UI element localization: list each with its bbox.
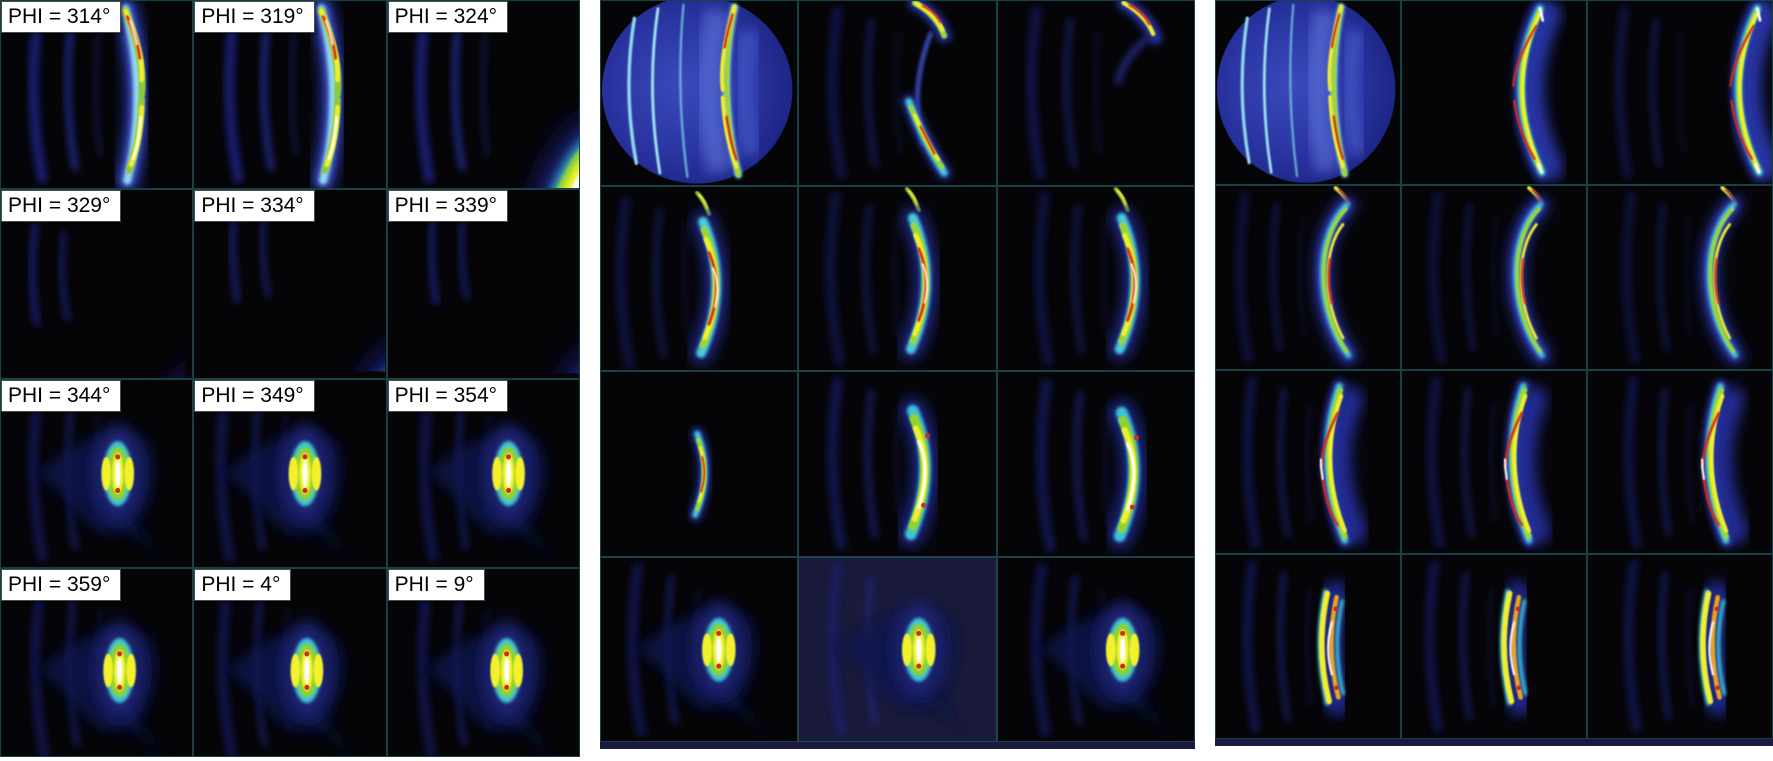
s-arc-pattern: [1588, 186, 1772, 369]
phi-angle-label: PHI = 349°: [194, 379, 315, 412]
pattern-cell-right-r1c2: [1401, 0, 1587, 185]
pattern-cell-right-r2c3: [1587, 184, 1773, 370]
panel-bottom-strip: [1215, 739, 1773, 746]
pattern-cell-right-r4c1: [1215, 554, 1401, 739]
crescent-blob-pattern: [998, 372, 1194, 556]
c-arc-faint-pattern: [1588, 1, 1772, 184]
c-arc-bright-pattern: [1402, 1, 1586, 184]
pattern-cell-left-r4c2: PHI = 4°: [193, 567, 387, 757]
frame-grid: [600, 0, 1195, 742]
pattern-cell-left-r1c2: PHI = 319°: [193, 0, 387, 190]
phi-angle-label: PHI = 334°: [194, 190, 315, 223]
phi-angle-label: PHI = 9°: [387, 568, 485, 601]
s-arc-pattern: [1216, 186, 1400, 369]
panel-middle-frames: [600, 0, 1195, 749]
pattern-cell-left-r3c2: PHI = 349°: [193, 378, 387, 568]
pattern-cell-middle-r3c2: [798, 371, 997, 557]
pattern-cell-left-r3c1: PHI = 344°: [0, 378, 194, 568]
pattern-cell-left-r4c3: PHI = 9°: [386, 567, 580, 757]
pattern-cell-right-r4c2: [1401, 554, 1587, 739]
frame-grid: [1215, 0, 1773, 739]
pattern-cell-right-r1c3: [1587, 0, 1773, 185]
pattern-cell-middle-r3c1: [600, 371, 799, 557]
pattern-cell-right-r4c3: [1587, 554, 1773, 739]
blob-winged-pattern: [601, 558, 797, 742]
pattern-cell-left-r4c1: PHI = 359°: [0, 567, 194, 757]
crescent-top-pattern: [799, 1, 995, 185]
crescent-tall-pattern: [1402, 371, 1586, 554]
pattern-cell-right-r1c1: [1215, 0, 1401, 185]
crescent-right-pattern: [998, 1, 1194, 185]
crescent-lean-pattern: [601, 187, 797, 371]
pattern-cell-middle-r1c1: [600, 0, 799, 186]
blob-winged-pattern: [799, 558, 995, 742]
crescent-blob-pattern: [799, 372, 995, 556]
phi-angle-label: PHI = 339°: [387, 190, 509, 223]
pattern-cell-right-r2c1: [1215, 184, 1401, 370]
pattern-cell-left-r1c3: PHI = 324°: [386, 0, 580, 190]
pattern-cell-left-r3c3: PHI = 354°: [386, 378, 580, 568]
phi-angle-label: PHI = 324°: [387, 1, 509, 34]
phi-angle-label: PHI = 344°: [1, 379, 122, 412]
pattern-cell-right-r2c2: [1401, 184, 1587, 370]
pattern-cell-middle-r2c3: [996, 185, 1195, 371]
blob-winged-pattern: [998, 558, 1194, 742]
pattern-cell-middle-r1c3: [996, 0, 1195, 186]
detector-circle-pattern: [1216, 1, 1400, 184]
phi-angle-label: PHI = 4°: [194, 568, 292, 601]
crescent-thin-pattern: [601, 372, 797, 556]
detector-circle-pattern: [601, 1, 797, 185]
phi-angle-label: PHI = 359°: [1, 568, 122, 601]
pattern-cell-middle-r1c2: [798, 0, 997, 186]
crescent-tall-pattern: [1216, 371, 1400, 554]
crescent-lean-pattern: [799, 187, 995, 371]
phi-angle-label: PHI = 329°: [1, 190, 122, 223]
pattern-cell-left-r1c1: PHI = 314°: [0, 0, 194, 190]
pattern-cell-middle-r2c1: [600, 185, 799, 371]
s-arc-pattern: [1402, 186, 1586, 369]
pattern-cell-middle-r4c1: [600, 556, 799, 742]
stripe-crescent-pattern: [1402, 555, 1586, 738]
panel-right-frames: [1215, 0, 1773, 746]
pattern-cell-right-r3c1: [1215, 369, 1401, 555]
stripe-crescent-pattern: [1216, 555, 1400, 738]
pattern-cell-middle-r4c2: [798, 556, 997, 742]
pattern-cell-right-r3c3: [1587, 369, 1773, 555]
pattern-cell-middle-r4c3: [996, 556, 1195, 742]
pattern-cell-middle-r3c3: [996, 371, 1195, 557]
phi-angle-label: PHI = 354°: [387, 379, 509, 412]
pattern-cell-left-r2c1: PHI = 329°: [0, 189, 194, 379]
stripe-crescent-pattern: [1588, 555, 1772, 738]
phi-angle-label: PHI = 319°: [194, 1, 315, 34]
frame-grid: PHI = 314° PHI = 319° PHI = 324° PHI = 329°…: [0, 0, 580, 757]
crescent-lean-pattern: [998, 187, 1194, 371]
pattern-cell-left-r2c3: PHI = 339°: [386, 189, 580, 379]
phi-angle-label: PHI = 314°: [1, 1, 122, 34]
panel-phi-labeled-frames: PHI = 314° PHI = 319° PHI = 324° PHI = 329°…: [0, 0, 580, 757]
panel-bottom-strip: [600, 742, 1195, 749]
pattern-cell-middle-r2c2: [798, 185, 997, 371]
pattern-cell-left-r2c2: PHI = 334°: [193, 189, 387, 379]
crescent-tall-pattern: [1588, 371, 1772, 554]
pattern-cell-right-r3c2: [1401, 369, 1587, 555]
